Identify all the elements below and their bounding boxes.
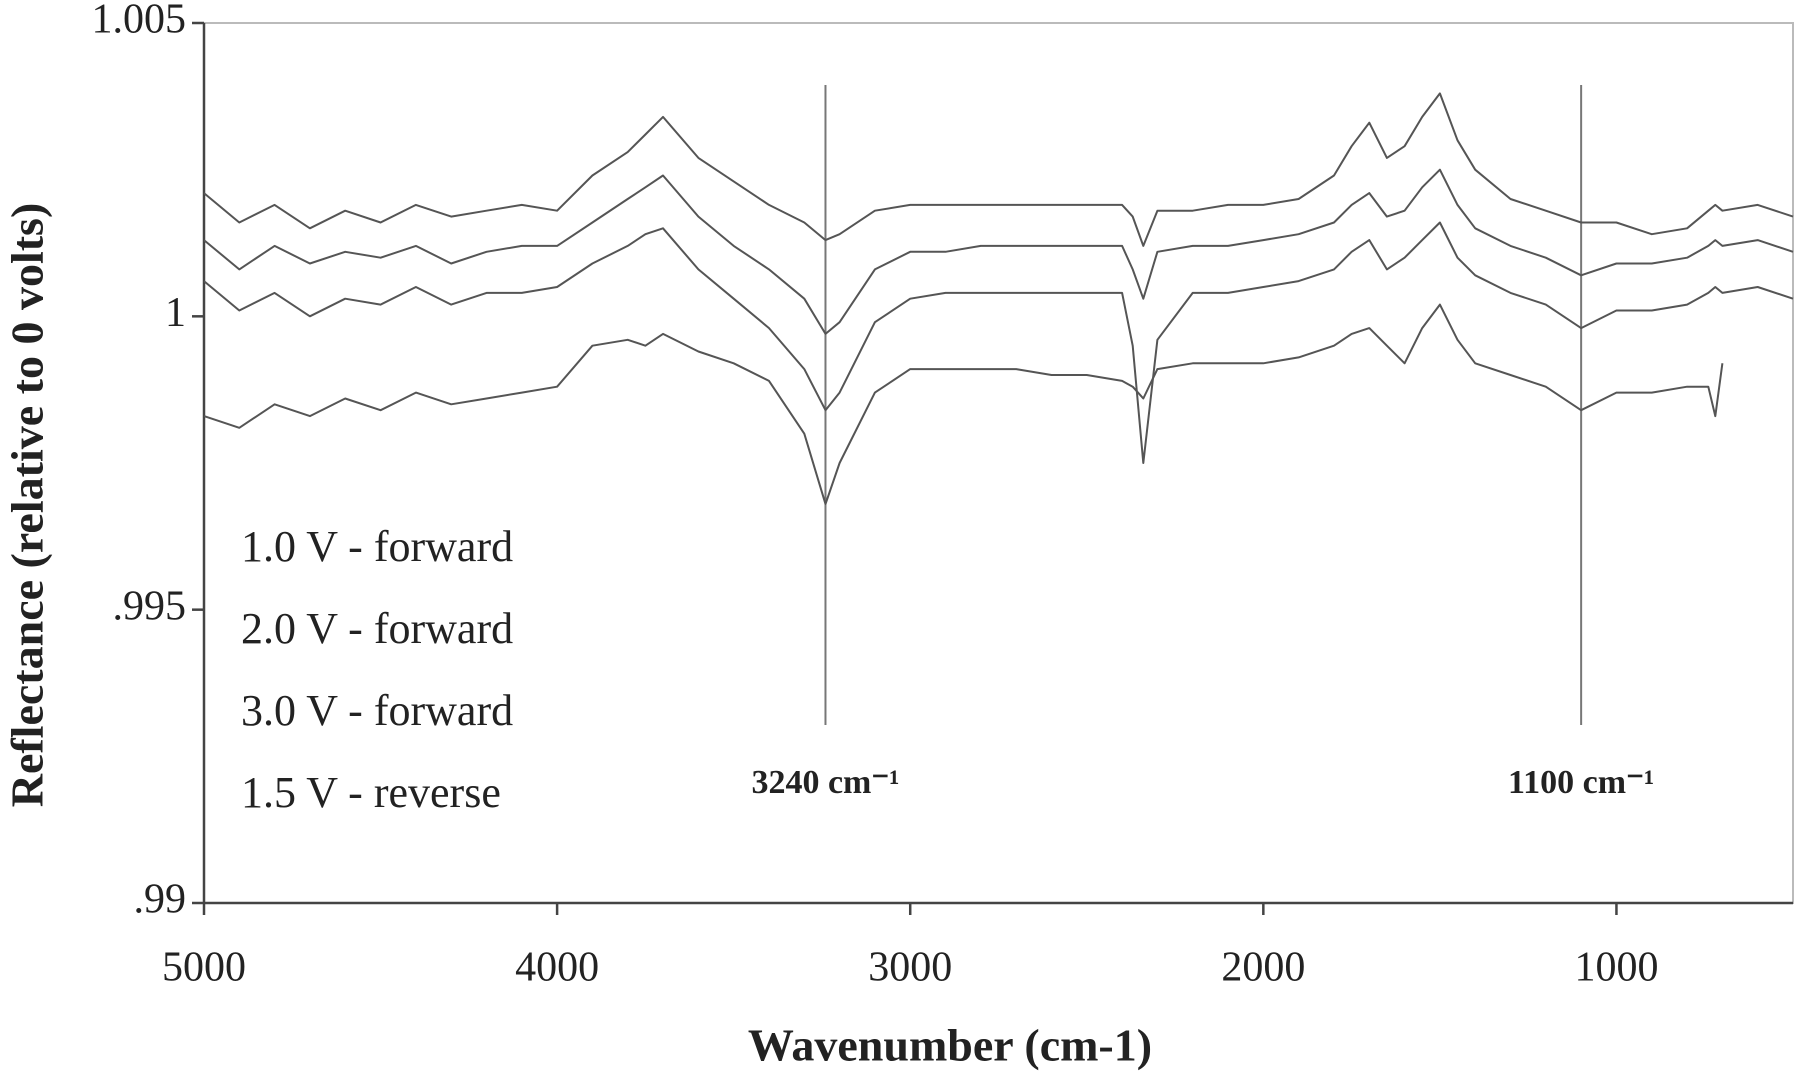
annotation-label: 1100 cm⁻¹ <box>1508 764 1654 801</box>
y-tick-label: .99 <box>134 877 187 923</box>
legend-label: 1.5 V - reverse <box>241 768 501 817</box>
x-tick-label: 5000 <box>162 945 246 991</box>
legend-label: 2.0 V - forward <box>241 604 513 653</box>
series-line <box>203 168 1794 335</box>
x-tick-label: 4000 <box>515 945 599 991</box>
x-tick-label: 1000 <box>1574 945 1658 991</box>
y-tick-label: 1.005 <box>92 0 187 43</box>
annotation-label: 3240 cm⁻¹ <box>751 764 899 801</box>
y-tick-label: 1 <box>165 290 186 336</box>
series-line <box>203 221 1794 464</box>
series-line <box>203 92 1794 247</box>
y-tick-label: .995 <box>113 583 187 629</box>
x-tick-label: 3000 <box>868 945 952 991</box>
x-tick-label: 2000 <box>1221 945 1305 991</box>
y-axis-title: Reflectance (relative to 0 volts) <box>2 203 53 808</box>
x-axis-title: Wavenumber (cm-1) <box>748 1020 1152 1071</box>
legend-label: 3.0 V - forward <box>241 686 513 735</box>
series-line <box>203 303 1724 506</box>
legend-label: 1.0 V - forward <box>241 522 513 571</box>
